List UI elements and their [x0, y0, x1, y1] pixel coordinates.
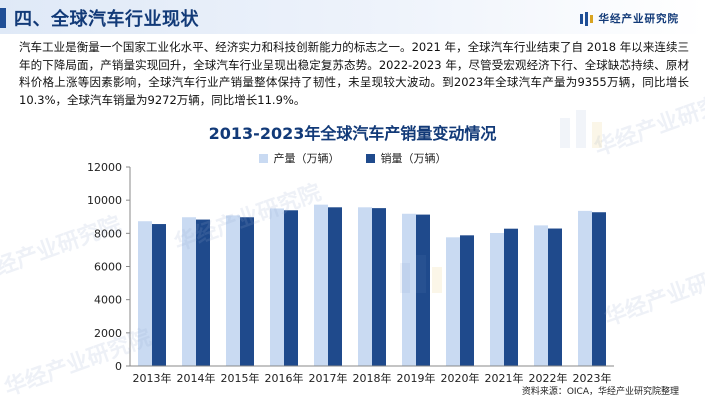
source-note: 资料来源：OICA，华经产业研究院整理 [521, 387, 679, 397]
x-tick-label: 2023年 [573, 371, 612, 385]
x-tick-label: 2013年 [133, 371, 172, 385]
y-tick-label: 4000 [94, 294, 122, 307]
bar-sales [196, 219, 210, 366]
bar-production [270, 208, 284, 366]
bar-sales [548, 228, 562, 366]
x-tick-label: 2021年 [485, 371, 524, 385]
y-tick-label: 10000 [87, 194, 122, 207]
y-tick-label: 2000 [94, 327, 122, 340]
legend-label-production: 产量（万辆） [273, 152, 340, 165]
bar-production [402, 213, 416, 366]
y-tick-label: 6000 [94, 261, 122, 274]
legend-item-sales: 销量（万辆） [365, 150, 447, 166]
legend-item-production: 产量（万辆） [258, 150, 340, 166]
x-tick-label: 2016年 [265, 371, 304, 385]
header-accent-bar [0, 8, 6, 28]
y-tick-label: 12000 [87, 161, 122, 174]
chart-legend: 产量（万辆） 销量（万辆） [0, 150, 705, 166]
intro-paragraph: 汽车工业是衡量一个国家工业化水平、经济实力和科技创新能力的标志之一。2021 年… [19, 40, 689, 107]
bar-sales [504, 228, 518, 366]
bar-production [578, 210, 592, 366]
bar-sales [152, 224, 166, 366]
x-tick-label: 2018年 [353, 371, 392, 385]
bar-sales [284, 210, 298, 366]
x-tick-label: 2020年 [441, 371, 480, 385]
y-tick-label: 8000 [94, 227, 122, 240]
bar-production [446, 237, 460, 366]
bar-production [226, 215, 240, 366]
bar-production [314, 204, 328, 366]
legend-swatch-sales [365, 153, 375, 163]
bar-production [138, 221, 152, 366]
bar-production [490, 233, 504, 366]
bar-sales [372, 208, 386, 366]
legend-swatch-production [258, 153, 268, 163]
bar-production [534, 225, 548, 366]
x-tick-label: 2019年 [397, 371, 436, 385]
x-tick-label: 2014年 [177, 371, 216, 385]
chart-title: 2013-2023年全球汽车产销量变动情况 [208, 124, 497, 143]
brand-logo-icon [579, 11, 593, 26]
bar-production [182, 217, 196, 366]
x-tick-label: 2015年 [221, 371, 260, 385]
legend-label-sales: 销量（万辆） [380, 152, 447, 165]
brand: 华经产业研究院 [579, 11, 680, 26]
bar-production [358, 207, 372, 366]
y-tick-label: 0 [115, 360, 122, 373]
bar-sales [460, 235, 474, 366]
x-tick-label: 2017年 [309, 371, 348, 385]
bar-sales [416, 214, 430, 366]
x-tick-label: 2022年 [529, 371, 568, 385]
bar-sales [240, 217, 254, 366]
bar-sales [328, 207, 342, 366]
brand-name: 华经产业研究院 [598, 13, 679, 25]
bar-sales [592, 212, 606, 366]
section-title: 四、全球汽车行业现状 [14, 9, 199, 30]
